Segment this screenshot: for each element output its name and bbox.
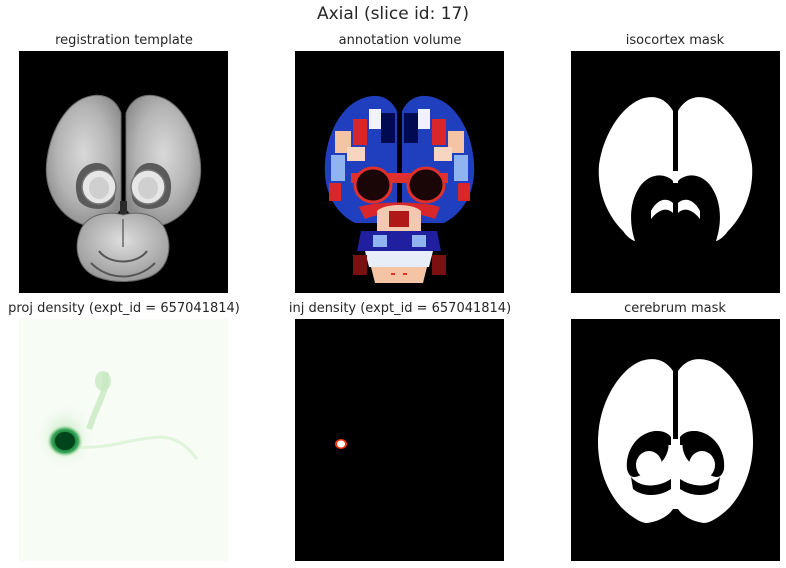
panel-title-cerebrum-mask: cerebrum mask [624,301,726,316]
registration-template-image [19,51,228,293]
panel-title-annotation-volume: annotation volume [338,33,462,48]
annotation-volume-image [295,51,504,293]
panel-title-registration-template: registration template [55,33,193,48]
cerebrum-mask-image [571,319,780,561]
inj-density-image [295,319,504,561]
proj-density-image [19,319,228,561]
figure-title: Axial (slice id: 17) [316,4,469,24]
panel-title-isocortex-mask: isocortex mask [625,33,725,48]
panel-title-proj-density: proj density (expt_id = 657041814) [8,301,240,316]
isocortex-mask-image [571,51,780,293]
panel-title-inj-density: inj density (expt_id = 657041814) [288,301,512,316]
